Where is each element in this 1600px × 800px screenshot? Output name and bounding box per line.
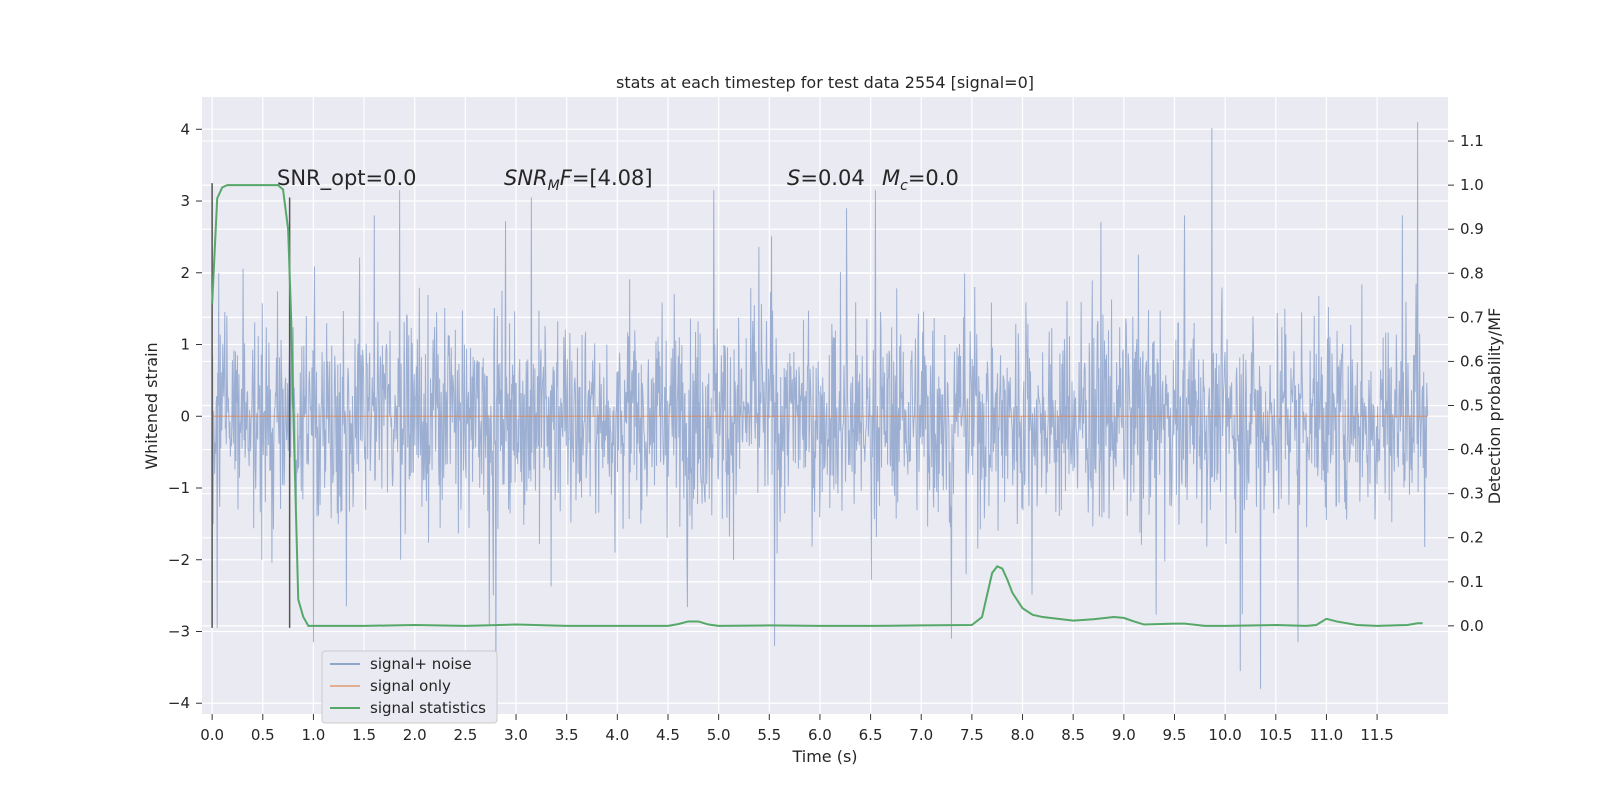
snr-mf-suffix-italic: F xyxy=(560,166,573,190)
y-tick-label: 1 xyxy=(180,336,190,354)
x-tick-label: 5.5 xyxy=(757,726,781,744)
y-right-tick-label: 0.1 xyxy=(1460,573,1484,591)
series-signal-statistics xyxy=(211,184,1423,627)
x-tick-label: 3.5 xyxy=(555,726,579,744)
annotations: SNR_opt=0.0 SNRMF=[4.08] S=0.04 Mc=0.0 xyxy=(277,166,959,194)
y-tick-label: 3 xyxy=(180,192,190,210)
y-right-tick-label: 0.5 xyxy=(1460,397,1484,415)
y-right-tick-label: 0.0 xyxy=(1460,617,1484,635)
x-tick-label: 1.0 xyxy=(302,726,326,744)
x-tick-label: 6.5 xyxy=(859,726,883,744)
y-right-tick-label: 1.1 xyxy=(1460,132,1484,150)
legend-box xyxy=(321,650,498,724)
x-tick-label: 11.5 xyxy=(1360,726,1393,744)
x-tick-label: 0.5 xyxy=(251,726,275,744)
x-axis-ticks: 0.0 0.5 1.0 1.5 2.0 2.5 3.0 3.5 4.0 4.5 5.0 5.5 6.0 6… xyxy=(200,714,1394,744)
plot-area xyxy=(211,122,1429,689)
y-axis-label: Whitened strain xyxy=(142,342,161,469)
legend-label-signal-only: signal only xyxy=(370,677,451,695)
legend-label-signal-statistics: signal statistics xyxy=(370,699,486,717)
y-tick-label: 2 xyxy=(180,264,190,282)
x-tick-label: 8.0 xyxy=(1011,726,1035,744)
x-tick-label: 8.5 xyxy=(1061,726,1085,744)
s-label: S xyxy=(787,166,800,190)
x-tick-label: 9.0 xyxy=(1112,726,1136,744)
y-right-tick-label: 0.7 xyxy=(1460,308,1484,326)
x-tick-label: 1.5 xyxy=(352,726,376,744)
y-right-tick-label: 0.2 xyxy=(1460,529,1484,547)
y-tick-label: −1 xyxy=(168,479,190,497)
y-right-tick-label: 1.0 xyxy=(1460,176,1484,194)
snr-mf-sub: M xyxy=(548,178,560,194)
y-right-tick-label: 0.9 xyxy=(1460,220,1484,238)
y-tick-label: −3 xyxy=(168,622,190,640)
x-tick-label: 11.0 xyxy=(1310,726,1343,744)
x-tick-label: 7.5 xyxy=(960,726,984,744)
s-value: =0.04 xyxy=(800,166,864,190)
y-axis-ticks: 4 3 2 1 0 −1 −2 −3 −4 xyxy=(168,120,202,712)
x-tick-label: 7.0 xyxy=(909,726,933,744)
x-tick-label: 4.0 xyxy=(605,726,629,744)
x-tick-label: 6.0 xyxy=(808,726,832,744)
legend: signal+ noise signal only signal statist… xyxy=(321,650,498,724)
y-right-tick-label: 0.8 xyxy=(1460,264,1484,282)
annotation-s: S=0.04 xyxy=(787,166,865,190)
mc-sub: c xyxy=(900,178,908,194)
snr-mf-prefix: SNR xyxy=(504,166,548,190)
y-tick-label: −2 xyxy=(168,551,190,569)
y-tick-label: 0 xyxy=(180,407,190,425)
x-tick-label: 0.0 xyxy=(200,726,224,744)
series-layer xyxy=(211,122,1429,689)
x-axis-label: Time (s) xyxy=(791,747,857,766)
x-tick-label: 9.5 xyxy=(1163,726,1187,744)
mc-value: =0.0 xyxy=(908,166,959,190)
mc-label: M xyxy=(882,166,900,190)
x-tick-label: 10.0 xyxy=(1208,726,1241,744)
y-right-tick-label: 0.6 xyxy=(1460,352,1484,370)
legend-label-signal-noise: signal+ noise xyxy=(370,655,472,673)
snr-mf-suffix: =[4.08] xyxy=(572,166,653,190)
y-right-axis-ticks: 1.1 1.0 0.9 0.8 0.7 0.6 0.5 0.4 0.3 0.2 0.1 0.0 xyxy=(1448,132,1484,635)
annotation-snr-mf: SNRMF=[4.08] xyxy=(504,166,653,194)
y-right-axis-label: Detection probability/MF xyxy=(1485,308,1504,505)
x-tick-label: 3.0 xyxy=(504,726,528,744)
x-tick-label: 5.0 xyxy=(707,726,731,744)
annotation-mc: Mc=0.0 xyxy=(882,166,959,194)
chart-title: stats at each timestep for test data 255… xyxy=(616,73,1034,92)
x-tick-label: 2.0 xyxy=(403,726,427,744)
x-tick-label: 2.5 xyxy=(453,726,477,744)
x-tick-label: 4.5 xyxy=(656,726,680,744)
y-right-tick-label: 0.3 xyxy=(1460,485,1484,503)
y-right-tick-label: 0.4 xyxy=(1460,441,1484,459)
x-tick-label: 10.5 xyxy=(1259,726,1292,744)
series-signal-noise xyxy=(211,122,1429,689)
y-tick-label: −4 xyxy=(168,694,190,712)
annotation-snr-opt: SNR_opt=0.0 xyxy=(277,166,417,191)
y-tick-label: 4 xyxy=(180,120,190,138)
